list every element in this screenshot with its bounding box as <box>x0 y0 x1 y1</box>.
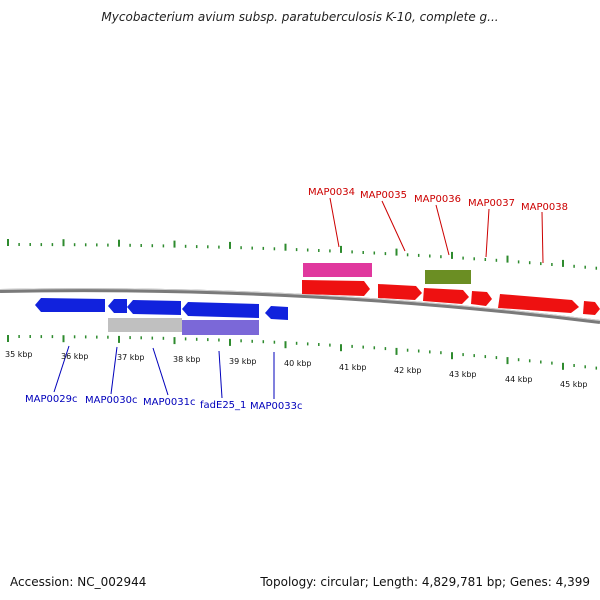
leader-map0030c <box>110 346 118 395</box>
label-map0036[interactable]: MAP0036 <box>414 194 461 205</box>
olive-feature[interactable] <box>425 270 471 284</box>
kbp-label: 40 kbp <box>284 359 312 368</box>
label-fade25-1[interactable]: fadE25_1 <box>200 400 246 411</box>
gene-map0029c[interactable] <box>35 298 105 312</box>
kbp-label: 45 kbp <box>560 380 588 389</box>
gene-map0030c[interactable] <box>108 299 127 313</box>
leader-map0038 <box>541 211 544 264</box>
genome-backbone <box>0 288 600 324</box>
gene-map0033c[interactable] <box>265 306 288 320</box>
label-map0037[interactable]: MAP0037 <box>468 198 515 209</box>
accession-text: Accession: NC_002944 <box>10 575 147 589</box>
pink-feature[interactable] <box>303 263 372 277</box>
leader-map0029c <box>53 345 70 393</box>
gene-map0038[interactable] <box>498 294 579 313</box>
kbp-label: 38 kbp <box>173 355 201 364</box>
gene-map0039[interactable] <box>583 301 600 315</box>
kbp-label: 35 kbp <box>5 350 33 359</box>
gene-map0036[interactable] <box>423 288 469 304</box>
ticks-top <box>7 239 598 270</box>
topology-text: Topology: circular; Length: 4,829,781 bp… <box>260 575 590 589</box>
label-map0038[interactable]: MAP0038 <box>521 202 568 213</box>
leader-map0036 <box>435 204 450 256</box>
purple-feature[interactable] <box>182 320 259 335</box>
leader-map0031c <box>152 347 169 396</box>
gene-map0031c[interactable] <box>127 300 181 315</box>
kbp-label: 36 kbp <box>61 352 89 361</box>
grey-feature[interactable] <box>108 318 182 332</box>
label-map0033c[interactable]: MAP0033c <box>250 401 302 412</box>
leader-map0034 <box>329 197 340 248</box>
label-map0029c[interactable]: MAP0029c <box>25 394 77 405</box>
gene-fade25-1[interactable] <box>182 302 259 318</box>
kbp-label: 42 kbp <box>394 366 422 375</box>
kbp-label: 41 kbp <box>339 363 367 372</box>
label-map0031c[interactable]: MAP0031c <box>143 397 195 408</box>
gene-map0035[interactable] <box>378 284 422 300</box>
map-title: Mycobacterium avium subsp. paratuberculo… <box>101 10 499 24</box>
leader-fade25-1 <box>218 350 223 399</box>
genome-backbone-highlight <box>0 288 600 321</box>
label-map0030c[interactable]: MAP0030c <box>85 395 137 406</box>
gene-map0034[interactable] <box>302 280 370 296</box>
label-map0034[interactable]: MAP0034 <box>308 187 355 198</box>
kbp-label: 43 kbp <box>449 370 477 379</box>
leader-map0037 <box>485 208 490 258</box>
leader-map0035 <box>381 200 406 252</box>
kbp-label: 39 kbp <box>229 357 257 366</box>
gene-map0037[interactable] <box>471 291 492 306</box>
kbp-label: 44 kbp <box>505 375 533 384</box>
kbp-label: 37 kbp <box>117 353 145 362</box>
label-map0035[interactable]: MAP0035 <box>360 190 407 201</box>
ticks-bottom <box>7 335 598 370</box>
